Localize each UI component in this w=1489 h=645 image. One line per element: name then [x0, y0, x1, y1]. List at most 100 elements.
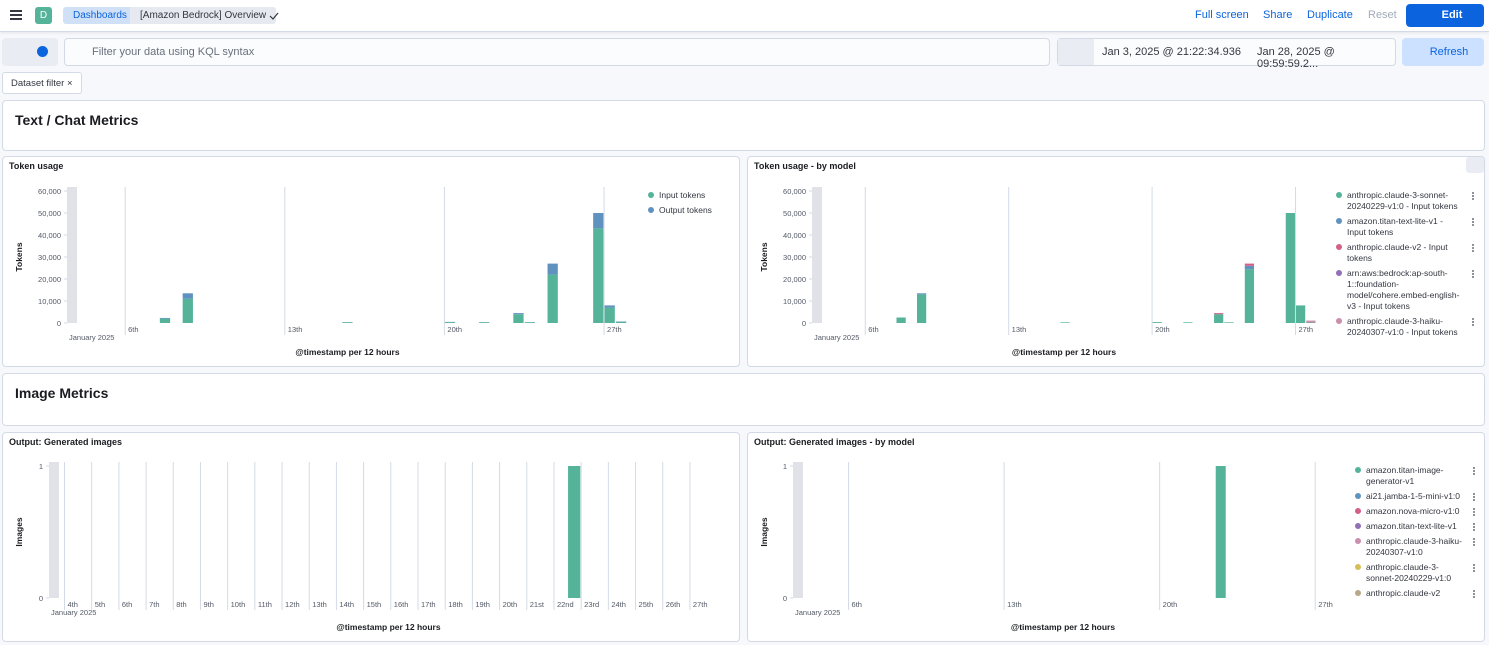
- y-tick-label: 0: [39, 594, 43, 603]
- x-tick-label: 12th: [285, 600, 300, 609]
- duplicate-link[interactable]: Duplicate: [1307, 9, 1353, 21]
- legend-item[interactable]: amazon.titan-image-generator-v1: [1355, 465, 1477, 487]
- menu-icon[interactable]: [10, 10, 22, 12]
- legend-item[interactable]: anthropic.claude-3-sonnet-20240229-v1:0: [1355, 562, 1477, 584]
- x-tick-label: 17th: [421, 600, 436, 609]
- x-tick-label: 13th: [312, 600, 327, 609]
- legend-item[interactable]: amazon.nova-micro-v1:0: [1355, 506, 1477, 517]
- legend-actions[interactable]: [1473, 467, 1475, 469]
- legend-swatch: [1336, 218, 1342, 224]
- x-axis-title: @timestamp per 12 hours: [295, 347, 399, 357]
- bar: [547, 263, 558, 275]
- legend-actions[interactable]: [1473, 508, 1475, 510]
- legend-item[interactable]: anthropic.claude-3-sonnet-20240229-v1:0 …: [1336, 190, 1476, 212]
- bar: [593, 213, 604, 229]
- legend-label: ai21.jamba-1-5-mini-v1:0: [1366, 491, 1461, 501]
- legend-label: arn:aws:bedrock:ap-south-1::foundation-m…: [1347, 268, 1460, 311]
- bar: [604, 307, 615, 323]
- filter-buttons[interactable]: [2, 38, 58, 66]
- y-axis-title: Images: [14, 517, 24, 547]
- legend-actions[interactable]: [1473, 590, 1475, 592]
- legend-item[interactable]: Output tokens: [648, 205, 738, 216]
- chart-title: Token usage: [9, 161, 64, 171]
- legend-item[interactable]: Input tokens: [648, 190, 738, 201]
- share-link[interactable]: Share: [1263, 9, 1293, 21]
- top-bar: D Dashboards [Amazon Bedrock] Overview F…: [0, 0, 1489, 32]
- legend-actions[interactable]: [1472, 318, 1474, 320]
- x-tick-label: 4th: [67, 600, 77, 609]
- legend-actions[interactable]: [1472, 244, 1474, 246]
- edit-label: Edit: [1441, 9, 1463, 21]
- search-bar[interactable]: Filter your data using KQL syntax: [64, 38, 1050, 66]
- legend-swatch: [1355, 538, 1361, 544]
- legend-actions[interactable]: [1473, 523, 1475, 525]
- legend-label: anthropic.claude-3-haiku-20240307-v1:0 -…: [1347, 316, 1458, 337]
- legend-actions[interactable]: [1472, 270, 1474, 272]
- legend-item[interactable]: anthropic.claude-3-haiku-20240307-v1:0 -…: [1336, 316, 1476, 338]
- legend-swatch: [1355, 564, 1361, 570]
- legend-item[interactable]: anthropic.claude-v2: [1355, 588, 1477, 599]
- x-sublabel: January 2025: [814, 333, 859, 342]
- add-filter-icon[interactable]: [37, 46, 48, 57]
- x-tick-label: 6th: [868, 325, 878, 334]
- x-tick-label: 19th: [475, 600, 490, 609]
- legend-item[interactable]: amazon.titan-text-lite-v1 - Input tokens: [1336, 216, 1476, 238]
- bar: [1152, 322, 1162, 323]
- y-axis-title: Tokens: [14, 242, 24, 271]
- legend-swatch: [1355, 590, 1361, 596]
- bar: [524, 322, 535, 323]
- x-tick-label: 8th: [176, 600, 186, 609]
- bar: [1285, 213, 1295, 323]
- start-date[interactable]: Jan 3, 2025 @ 21:22:34.936: [1102, 46, 1241, 58]
- bar: [342, 322, 353, 323]
- chart-panel: Output: Generated images 4th 5th 6th 7th 8th 9…: [2, 432, 740, 642]
- section-panel: Text / Chat Metrics: [2, 100, 1485, 151]
- date-quick-menu[interactable]: [1058, 39, 1094, 65]
- bar: [1215, 466, 1226, 598]
- full-screen-link[interactable]: Full screen: [1195, 9, 1249, 21]
- legend-item[interactable]: arn:aws:bedrock:ap-south-1::foundation-m…: [1336, 268, 1476, 312]
- y-tick-label: 0: [802, 319, 806, 328]
- bar: [479, 322, 490, 323]
- date-picker[interactable]: Jan 3, 2025 @ 21:22:34.936 Jan 28, 2025 …: [1057, 38, 1396, 70]
- bar: [182, 293, 193, 299]
- bar: [1224, 322, 1234, 323]
- y-tick-label: 40,000: [783, 231, 806, 240]
- legend-item[interactable]: ai21.jamba-1-5-mini-v1:0: [1355, 491, 1477, 502]
- legend-actions[interactable]: [1472, 218, 1474, 220]
- legend-actions[interactable]: [1473, 538, 1475, 540]
- edit-button[interactable]: Edit: [1406, 4, 1484, 27]
- legend-label: amazon.nova-micro-v1:0: [1366, 506, 1460, 516]
- x-tick-label: 16th: [394, 600, 409, 609]
- panel-menu[interactable]: [1466, 157, 1484, 173]
- legend: anthropic.claude-3-sonnet-20240229-v1:0 …: [1336, 190, 1476, 342]
- legend-item[interactable]: amazon.titan-text-lite-v1: [1355, 521, 1477, 532]
- check-icon: [269, 12, 279, 20]
- reset-link[interactable]: Reset: [1368, 9, 1397, 21]
- out-of-range-shade: [49, 462, 59, 598]
- space-avatar[interactable]: D: [35, 7, 52, 24]
- chart-panel: Token usage - by model 6th 13th 20th 27th Jan…: [747, 156, 1485, 367]
- search-placeholder: Filter your data using KQL syntax: [92, 46, 255, 58]
- x-tick-label: 18th: [448, 600, 463, 609]
- legend-item[interactable]: anthropic.claude-v2 - Input tokens: [1336, 242, 1476, 264]
- x-tick-label: 7th: [149, 600, 159, 609]
- legend-actions[interactable]: [1472, 192, 1474, 194]
- bar: [1296, 305, 1306, 323]
- y-tick-label: 30,000: [783, 253, 806, 262]
- legend-item[interactable]: anthropic.claude-3-haiku-20240307-v1:0: [1355, 536, 1477, 558]
- x-axis-title: @timestamp per 12 hours: [336, 622, 440, 632]
- filter-pill[interactable]: Dataset filter ×: [2, 72, 82, 94]
- legend-actions[interactable]: [1473, 564, 1475, 566]
- end-date[interactable]: Jan 28, 2025 @ 09:59:59.2...: [1257, 46, 1335, 70]
- legend-actions[interactable]: [1473, 493, 1475, 495]
- x-sublabel: January 2025: [69, 333, 114, 342]
- x-tick-label: 20th: [503, 600, 518, 609]
- chart: 6th 13th 20th 27th January 2025 0 10,000 20,000…: [759, 187, 1316, 357]
- refresh-button[interactable]: Refresh: [1402, 38, 1484, 66]
- legend-swatch: [1336, 318, 1342, 324]
- x-tick-label: 21st: [530, 600, 545, 609]
- breadcrumb[interactable]: Dashboards: [63, 7, 137, 24]
- legend-label: Output tokens: [659, 205, 712, 215]
- y-tick-label: 1: [39, 462, 43, 471]
